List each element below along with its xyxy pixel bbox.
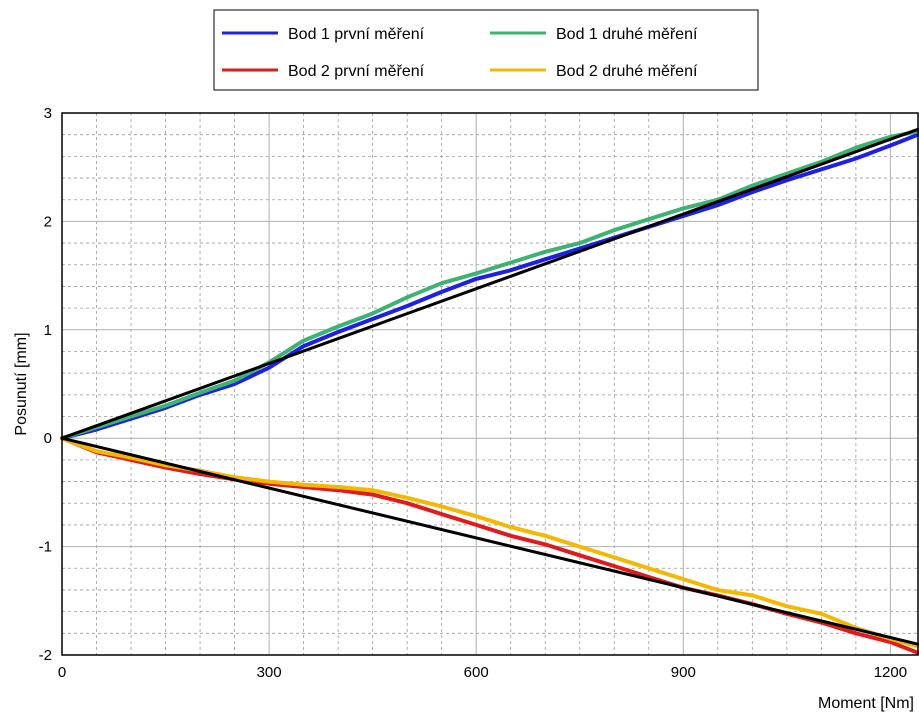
fit-line-4 <box>60 127 919 440</box>
minor-grid <box>62 113 918 655</box>
x-tick-label: 900 <box>671 664 696 681</box>
legend-label-3: Bod 2 druhé měření <box>556 63 698 80</box>
x-tick-labels: 0 300 600 900 1200 <box>58 664 907 681</box>
legend-label-1: Bod 1 druhé měření <box>556 26 698 43</box>
y-tick-label: 2 <box>44 213 52 230</box>
x-axis-title: Moment [Nm] <box>818 695 914 712</box>
series-line-1 <box>60 129 919 441</box>
x-tick-label: 600 <box>464 664 489 681</box>
x-tick-label: 300 <box>257 664 282 681</box>
y-axis-title: Posunutí [mm] <box>13 332 30 435</box>
legend: Bod 1 první měření Bod 1 druhé měření Bo… <box>213 9 759 91</box>
y-tick-labels: -2 -1 0 1 2 3 <box>39 105 52 664</box>
plot-frame <box>61 112 919 656</box>
x-tick-label: 1200 <box>874 664 907 681</box>
series-layer <box>60 127 919 655</box>
y-tick-label: 0 <box>44 430 52 447</box>
x-tick-label: 0 <box>58 664 66 681</box>
y-tick-label: -1 <box>39 539 52 556</box>
legend-label-0: Bod 1 první měření <box>288 26 425 43</box>
series-line-0 <box>60 132 919 441</box>
y-tick-label: 1 <box>44 322 52 339</box>
y-tick-label: 3 <box>44 105 52 122</box>
legend-label-2: Bod 2 první měření <box>288 63 425 80</box>
y-tick-label: -2 <box>39 647 52 664</box>
legend-box <box>213 9 759 91</box>
fit-line-5 <box>60 436 919 646</box>
